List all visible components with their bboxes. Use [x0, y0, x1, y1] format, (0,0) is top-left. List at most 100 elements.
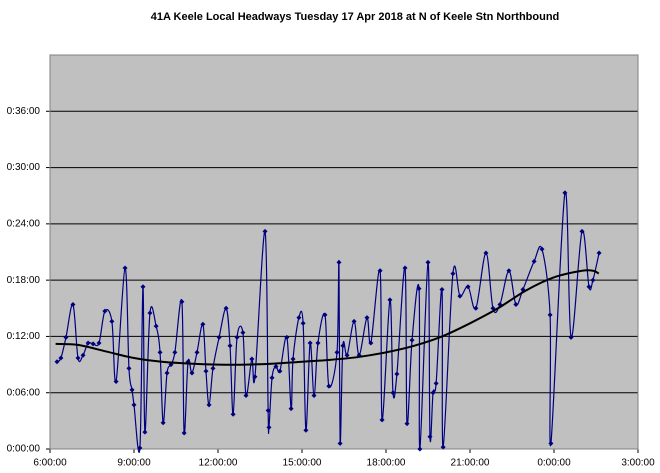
data-point — [450, 271, 456, 277]
data-point — [54, 359, 60, 365]
data-point — [80, 352, 86, 358]
x-tick-label: 18:00:00 — [367, 458, 406, 469]
data-point — [75, 355, 81, 361]
data-point — [131, 402, 137, 408]
y-tick-label: 0:06:00 — [7, 387, 41, 398]
y-tick-label: 0:30:00 — [7, 162, 41, 173]
data-point — [249, 356, 255, 362]
data-point — [189, 370, 195, 376]
y-tick-label: 0:24:00 — [7, 218, 41, 229]
data-point — [300, 320, 306, 326]
data-point — [465, 284, 471, 290]
data-point — [223, 305, 229, 311]
x-tick-label: 15:00:00 — [283, 458, 322, 469]
data-point — [334, 349, 340, 355]
data-point — [210, 365, 216, 371]
data-point — [417, 446, 423, 452]
data-point — [277, 368, 283, 374]
data-point — [351, 318, 357, 324]
data-point — [63, 334, 69, 340]
data-point — [404, 421, 410, 427]
data-point — [596, 250, 602, 256]
data-point — [303, 427, 309, 433]
y-tick-label: 0:12:00 — [7, 331, 41, 342]
data-point — [483, 250, 489, 256]
data-point — [568, 334, 574, 340]
x-tick-label: 0:00:00 — [537, 458, 571, 469]
data-point — [200, 321, 206, 327]
data-point — [579, 228, 585, 234]
data-point — [506, 268, 512, 274]
chart-title: 41A Keele Local Headways Tuesday 17 Apr … — [151, 11, 560, 23]
data-point — [377, 268, 383, 274]
data-point — [394, 371, 400, 377]
data-point — [433, 380, 439, 386]
data-point — [402, 265, 408, 271]
data-point — [364, 315, 370, 321]
data-point — [243, 393, 249, 399]
data-point — [179, 299, 185, 305]
data-point — [194, 349, 200, 355]
data-point — [425, 259, 431, 265]
data-point — [290, 356, 296, 362]
data-point — [288, 406, 294, 412]
data-point — [548, 440, 554, 446]
plot-border — [49, 54, 639, 450]
data-point — [311, 393, 317, 399]
data-point — [368, 340, 374, 346]
data-point — [379, 417, 385, 423]
data-point — [409, 337, 415, 343]
data-point — [390, 390, 396, 396]
data-point — [70, 302, 76, 308]
data-point — [387, 297, 393, 303]
data-point — [416, 286, 422, 292]
data-point — [85, 340, 91, 346]
data-point — [269, 375, 275, 381]
data-point — [586, 284, 592, 290]
data-point — [440, 444, 446, 450]
series-line — [55, 269, 600, 366]
plot-area — [50, 55, 638, 449]
data-point — [344, 352, 350, 358]
data-point — [122, 265, 128, 271]
data-point — [337, 440, 343, 446]
data-point — [539, 246, 545, 252]
data-point — [322, 312, 328, 318]
data-point — [137, 445, 143, 451]
data-point — [172, 349, 178, 355]
x-tick-label: 3:00:00 — [621, 458, 655, 469]
data-point — [129, 387, 135, 393]
data-point — [140, 284, 146, 290]
x-tick-label: 21:00:00 — [451, 458, 490, 469]
data-point — [153, 323, 159, 329]
data-point — [562, 190, 568, 196]
data-point — [439, 287, 445, 293]
data-point — [531, 258, 537, 264]
data-point — [315, 340, 321, 346]
data-point — [252, 374, 258, 380]
data-point — [336, 259, 342, 265]
data-point — [181, 430, 187, 436]
data-point — [102, 308, 108, 314]
x-tick-label: 12:00:00 — [199, 458, 238, 469]
data-point — [109, 318, 115, 324]
data-point — [430, 390, 436, 396]
data-point — [240, 330, 246, 336]
data-point — [227, 343, 233, 349]
data-point — [307, 340, 313, 346]
data-point — [427, 434, 433, 440]
data-point — [160, 420, 166, 426]
y-tick-label: 0:36:00 — [7, 106, 41, 117]
x-tick-label: 9:00:00 — [117, 458, 151, 469]
data-point — [273, 363, 279, 369]
y-tick-label: 0:18:00 — [7, 275, 41, 286]
data-point — [590, 277, 596, 283]
data-point — [142, 429, 148, 435]
y-tick-label: 0:00:00 — [7, 444, 41, 455]
data-point — [266, 424, 272, 430]
data-point — [457, 293, 463, 299]
data-point — [126, 365, 132, 371]
data-point — [206, 402, 212, 408]
data-point — [216, 334, 222, 340]
